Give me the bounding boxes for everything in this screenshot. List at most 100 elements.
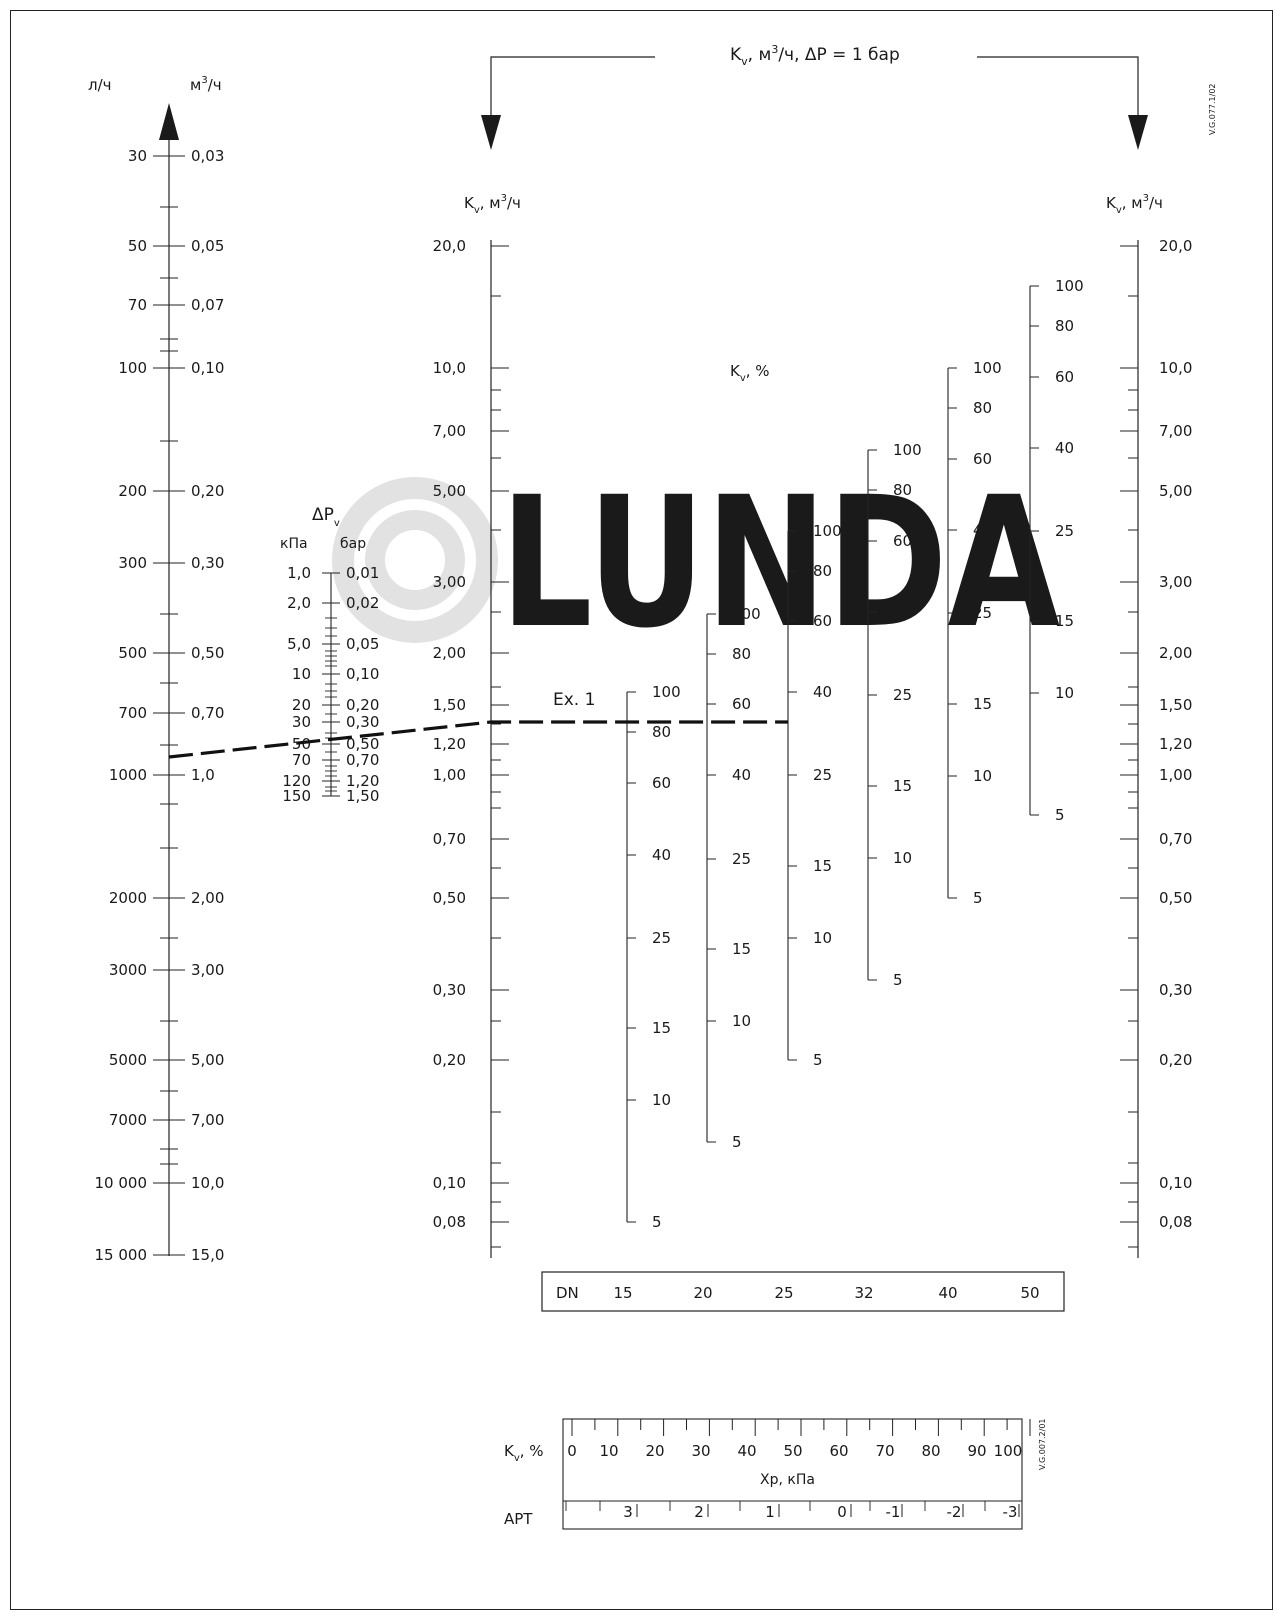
dp-label-kpa: 70: [292, 751, 311, 769]
flow-label-lh: 5000: [109, 1051, 147, 1069]
left-arrow-head: [481, 115, 501, 150]
dn-scale-label: 25: [813, 766, 832, 784]
dn-scale-40: 100 80 60 40 25 15 10 5: [947, 359, 1002, 907]
apt-label: APT: [504, 1510, 533, 1528]
apt-value: 1: [765, 1503, 775, 1521]
dn-box-value: 50: [1020, 1284, 1039, 1302]
dn-scale-label: 15: [813, 857, 832, 875]
flow-label-lh: 30: [128, 147, 147, 165]
dn-scale-label: 25: [732, 850, 751, 868]
flow-label-m3h: 0,70: [191, 704, 224, 722]
flow-label-m3h: 7,00: [191, 1111, 224, 1129]
dn-box-value: 25: [774, 1284, 793, 1302]
dn-scale-label: 80: [893, 481, 912, 499]
flow-label-m3h: 0,30: [191, 554, 224, 572]
kv-right-label: 0,70: [1159, 830, 1192, 848]
dp-label-kpa: 10: [292, 665, 311, 683]
dp-label-bar: 0,70: [346, 751, 379, 769]
xp-label: Xp, кПа: [760, 1472, 815, 1488]
flow-label-m3h: 1,0: [191, 766, 215, 784]
kv-right-label: 3,00: [1159, 573, 1192, 591]
bottom-kv-label: Kv, %: [504, 1442, 544, 1464]
dn-scale-label: 10: [973, 767, 992, 785]
header-label: Kv, м3/ч, ΔP = 1 бар: [730, 43, 900, 68]
flow-label-lh: 200: [118, 482, 147, 500]
flow-label-m3h: 0,10: [191, 359, 224, 377]
kv-left-label: 1,50: [433, 696, 466, 714]
dn-scale-label: 40: [893, 603, 912, 621]
dp-label-kpa: 2,0: [287, 594, 311, 612]
kv-left-title: Kv, м3/ч: [464, 193, 521, 216]
dn-box-label: DN: [556, 1284, 579, 1302]
bottom-scale-frame: [562, 1418, 1023, 1530]
flow-label-lh: 2000: [109, 889, 147, 907]
dp-label-bar: 0,30: [346, 713, 379, 731]
dn-scale-label: 40: [732, 766, 751, 784]
bottom-scale: Kv, % Xp, кПа APT V.G.007.2/01 0 10 20 30 40…: [504, 1418, 1047, 1530]
dn-scale-label: 100: [732, 605, 761, 623]
bottom-kv-value: 40: [737, 1442, 756, 1460]
bottom-kv-value: 80: [921, 1442, 940, 1460]
kv-right-label: 0,20: [1159, 1051, 1192, 1069]
kv-left-label: 0,10: [433, 1174, 466, 1192]
dp-label-kpa: 150: [282, 787, 311, 805]
dn-scale-label: 10: [652, 1091, 671, 1109]
dn-scale-label: 80: [813, 562, 832, 580]
dn-scale-label: 25: [1055, 522, 1074, 540]
dn-scale-label: 100: [973, 359, 1002, 377]
flow-axis-arrow: [159, 103, 179, 140]
bottom-kv-value: 0: [567, 1442, 577, 1460]
kv-left-label: 2,00: [433, 644, 466, 662]
dn-scale-15: 100 80 60 40 25 15 10 5: [626, 683, 681, 1231]
dn-scale-label: 5: [1055, 806, 1065, 824]
flow-label-lh: 100: [118, 359, 147, 377]
dp-label-kpa: 1,0: [287, 564, 311, 582]
apt-value: 3: [623, 1503, 633, 1521]
dn-scale-label: 15: [1055, 612, 1074, 630]
flow-label-lh: 7000: [109, 1111, 147, 1129]
right-arrow-head: [1128, 115, 1148, 150]
flow-label-lh: 50: [128, 237, 147, 255]
dn-scale-label: 100: [813, 522, 842, 540]
kv-left-label: 20,0: [433, 237, 466, 255]
dn-scale-25: 100 80 60 40 25 15 10 5: [787, 522, 842, 1069]
dn-scale-label: 5: [813, 1051, 823, 1069]
dn-scale-label: 5: [973, 889, 983, 907]
kv-right-label: 20,0: [1159, 237, 1192, 255]
flow-label-m3h: 5,00: [191, 1051, 224, 1069]
dp-label-bar: 1,50: [346, 787, 379, 805]
flow-label-m3h: 0,05: [191, 237, 224, 255]
dp-label-kpa: 30: [292, 713, 311, 731]
apt-value: -1: [886, 1503, 901, 1521]
dn-scale-label: 5: [732, 1133, 742, 1151]
kv-axis-right: Kv, м3/ч 20,0 10,0 7,00 5,00 3,00 2,00 1,50 1,2…: [1106, 193, 1192, 1258]
dn-scale-label: 5: [652, 1213, 662, 1231]
dn-scale-label: 40: [1055, 439, 1074, 457]
dn-scale-label: 60: [652, 774, 671, 792]
bottom-kv-value: 100: [994, 1442, 1023, 1460]
dp-label-bar: 0,10: [346, 665, 379, 683]
flow-label-lh: 10 000: [95, 1174, 148, 1192]
dp-label-bar: 0,01: [346, 564, 379, 582]
flow-label-m3h: 3,00: [191, 961, 224, 979]
flow-label-lh: 1000: [109, 766, 147, 784]
kv-right-label: 0,10: [1159, 1174, 1192, 1192]
dn-scale-label: 80: [732, 645, 751, 663]
dp-unit-bar: бар: [340, 536, 366, 552]
dp-label-kpa: 20: [292, 696, 311, 714]
flow-label-m3h: 0,07: [191, 296, 224, 314]
dn-scale-label: 60: [973, 450, 992, 468]
kv-left-label: 0,20: [433, 1051, 466, 1069]
flow-axis: л/ч м3/ч 30 0,03 50 0,05 70 0,07 100 0,10 200 0,2…: [88, 75, 224, 1264]
apt-value: 0: [837, 1503, 847, 1521]
dp-label-bar: 0,05: [346, 635, 379, 653]
kv-left-label: 0,70: [433, 830, 466, 848]
side-code-top: V.G.077.1/02: [1208, 83, 1217, 135]
kv-right-label: 1,50: [1159, 696, 1192, 714]
flow-label-lh: 3000: [109, 961, 147, 979]
dn-scale-label: 25: [652, 929, 671, 947]
flow-label-lh: 500: [118, 644, 147, 662]
bottom-kv-value: 50: [783, 1442, 802, 1460]
kv-right-label: 0,50: [1159, 889, 1192, 907]
apt-value: 2: [694, 1503, 704, 1521]
